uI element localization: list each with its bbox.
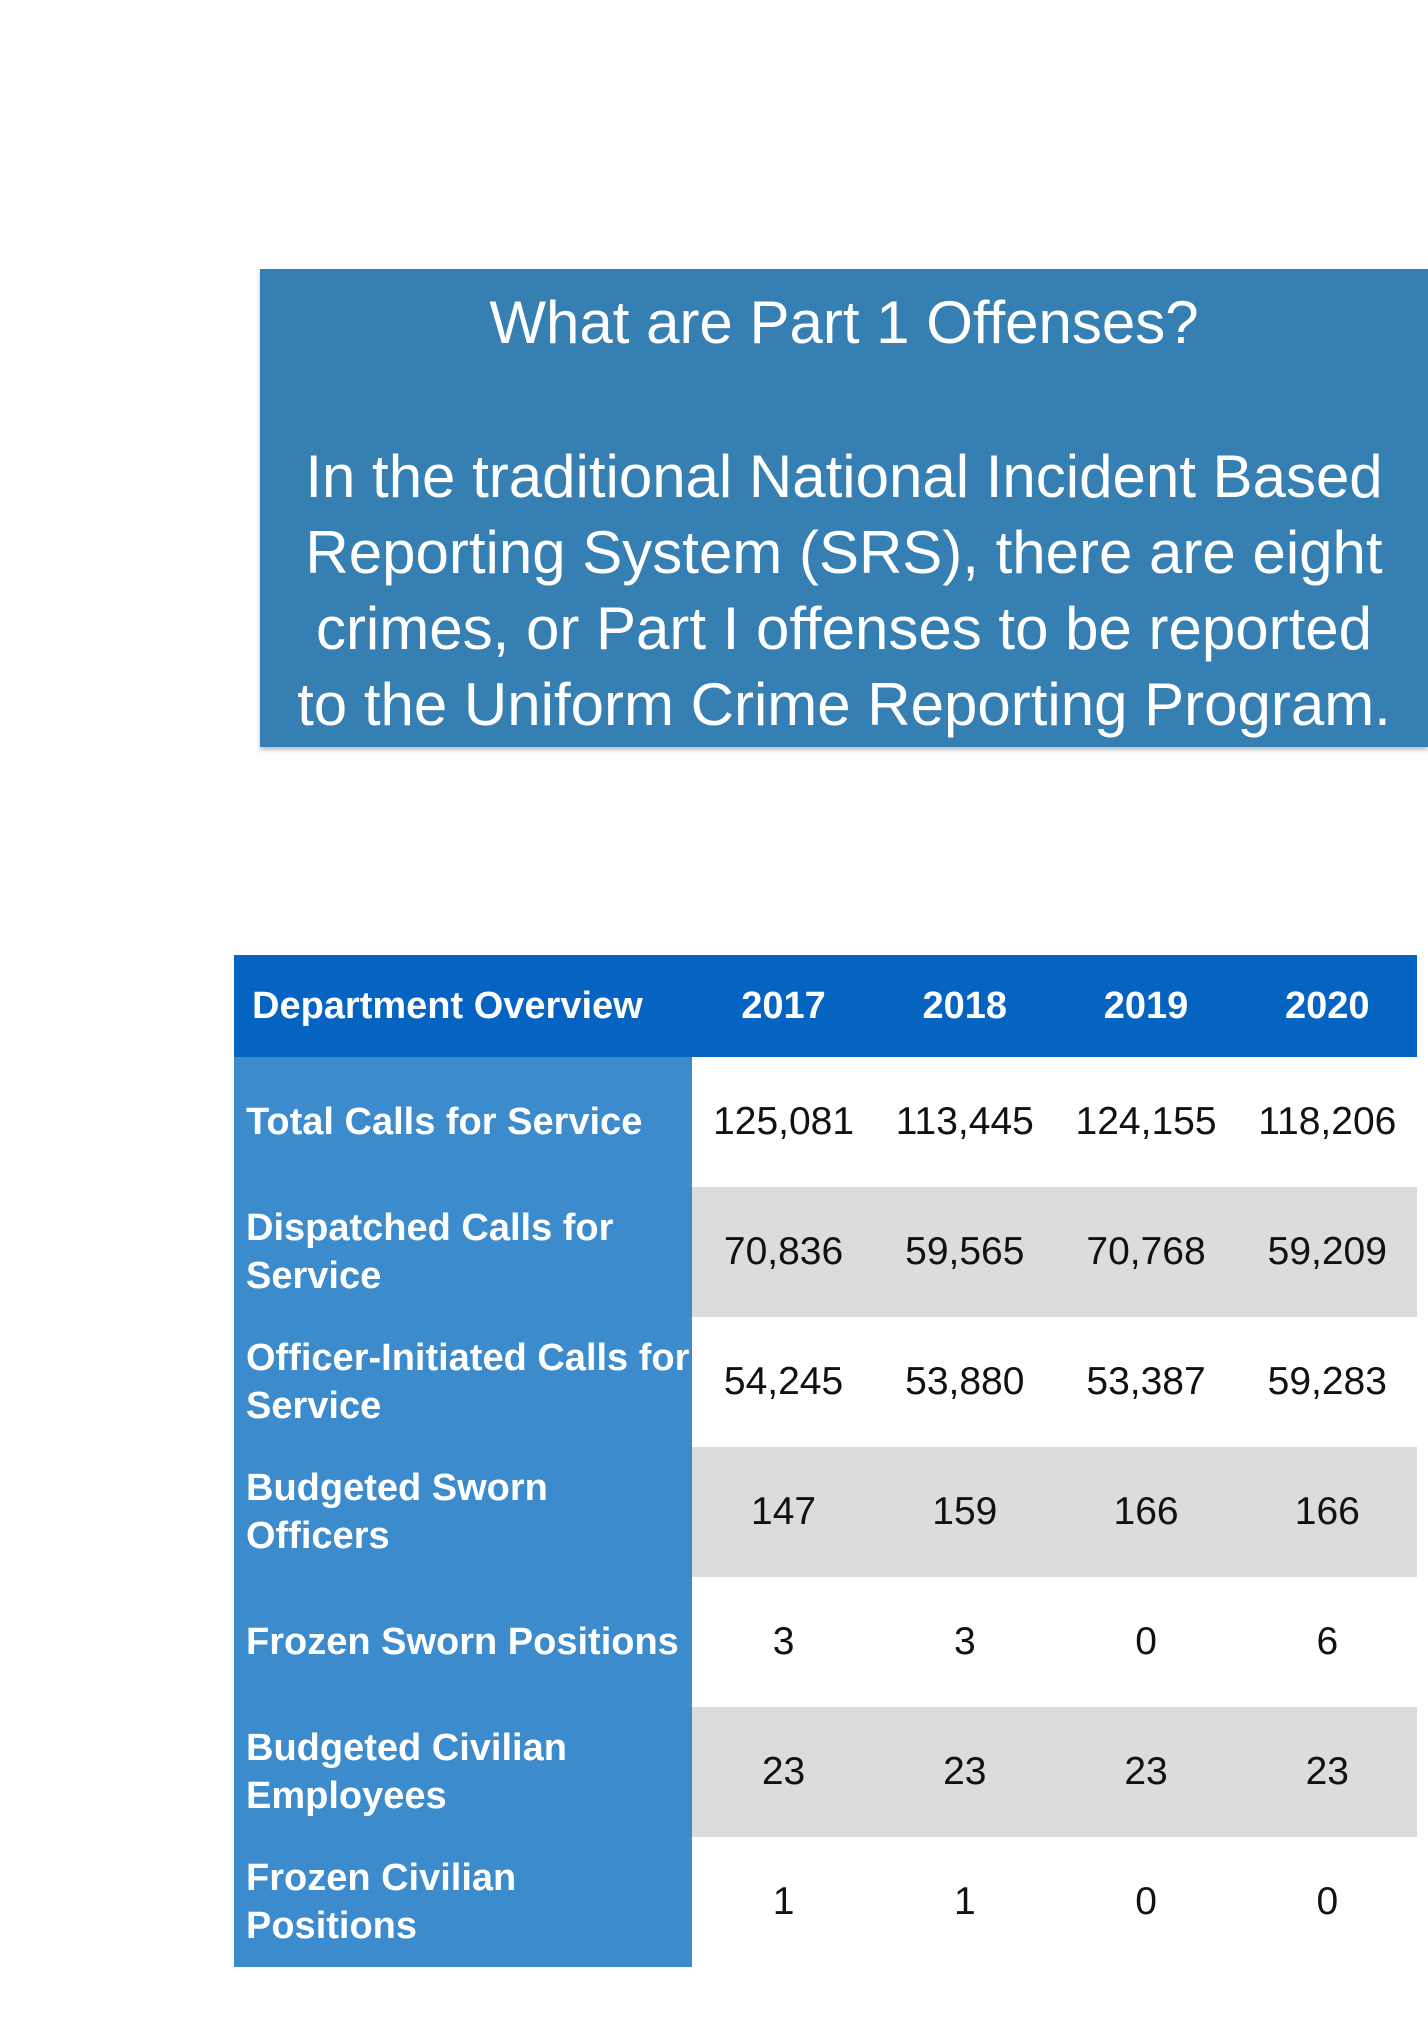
infobox-body-line: In the traditional National Incident Bas… [305, 443, 1383, 510]
header-year: 2019 [1054, 955, 1238, 1057]
row-label: Total Calls for Service [234, 1057, 692, 1187]
table-row: Frozen Civilian Positions 1 1 0 0 [234, 1837, 1417, 1967]
table-row: Officer-Initiated Calls for Service 54,24… [234, 1317, 1417, 1447]
cell-value: 159 [875, 1447, 1055, 1577]
cell-value: 125,081 [692, 1057, 876, 1187]
table-row: Total Calls for Service 125,081 113,445 124… [234, 1057, 1417, 1187]
cell-value: 113,445 [875, 1057, 1055, 1187]
cell-value: 53,387 [1054, 1317, 1238, 1447]
cell-value: 59,565 [875, 1187, 1055, 1317]
header-department-overview: Department Overview [234, 955, 692, 1057]
infobox-body-line: crimes, or Part I offenses to be reporte… [315, 595, 1373, 662]
cell-value: 124,155 [1054, 1057, 1238, 1187]
department-overview-table: Department Overview 2017 2018 2019 2020 … [234, 955, 1417, 1967]
cell-value: 23 [1237, 1707, 1417, 1837]
cell-value: 54,245 [692, 1317, 876, 1447]
cell-value: 3 [875, 1577, 1055, 1707]
header-year: 2017 [692, 955, 876, 1057]
header-year: 2020 [1237, 955, 1417, 1057]
table-row: Frozen Sworn Positions 3 3 0 6 [234, 1577, 1417, 1707]
cell-value: 0 [1054, 1577, 1238, 1707]
row-label: Officer-Initiated Calls for Service [234, 1317, 692, 1447]
cell-value: 3 [692, 1577, 876, 1707]
row-label: Dispatched Calls for Service [234, 1187, 692, 1317]
infobox-body-line: to the Uniform Crime Reporting Program. [297, 671, 1391, 738]
cell-value: 59,283 [1237, 1317, 1417, 1447]
cell-value: 6 [1237, 1577, 1417, 1707]
row-label: Budgeted Civilian Employees [234, 1707, 692, 1837]
cell-value: 166 [1237, 1447, 1417, 1577]
table-row: Budgeted Sworn Officers 147 159 166 166 [234, 1447, 1417, 1577]
cell-value: 0 [1054, 1837, 1238, 1967]
cell-value: 53,880 [875, 1317, 1055, 1447]
cell-value: 1 [875, 1837, 1055, 1967]
table-row: Dispatched Calls for Service 70,836 59,565… [234, 1187, 1417, 1317]
cell-value: 23 [692, 1707, 876, 1837]
cell-value: 118,206 [1237, 1057, 1417, 1187]
header-year: 2018 [875, 955, 1055, 1057]
infobox-body-line: Reporting System (SRS), there are eight [305, 519, 1383, 586]
cell-value: 59,209 [1237, 1187, 1417, 1317]
cell-value: 70,768 [1054, 1187, 1238, 1317]
cell-value: 70,836 [692, 1187, 876, 1317]
cell-value: 23 [875, 1707, 1055, 1837]
row-label: Frozen Civilian Positions [234, 1837, 692, 1967]
cell-value: 166 [1054, 1447, 1238, 1577]
cell-value: 0 [1237, 1837, 1417, 1967]
table-header-row: Department Overview 2017 2018 2019 2020 [234, 955, 1417, 1057]
row-label: Budgeted Sworn Officers [234, 1447, 692, 1577]
cell-value: 1 [692, 1837, 876, 1967]
infobox-title: What are Part 1 Offenses? [489, 289, 1199, 356]
infobox-body: In the traditional National Incident Bas… [260, 439, 1428, 743]
cell-value: 147 [692, 1447, 876, 1577]
row-label: Frozen Sworn Positions [234, 1577, 692, 1707]
table-row: Budgeted Civilian Employees 23 23 23 23 [234, 1707, 1417, 1837]
part1-offenses-infobox: What are Part 1 Offenses? In the traditi… [260, 269, 1428, 747]
cell-value: 23 [1054, 1707, 1238, 1837]
